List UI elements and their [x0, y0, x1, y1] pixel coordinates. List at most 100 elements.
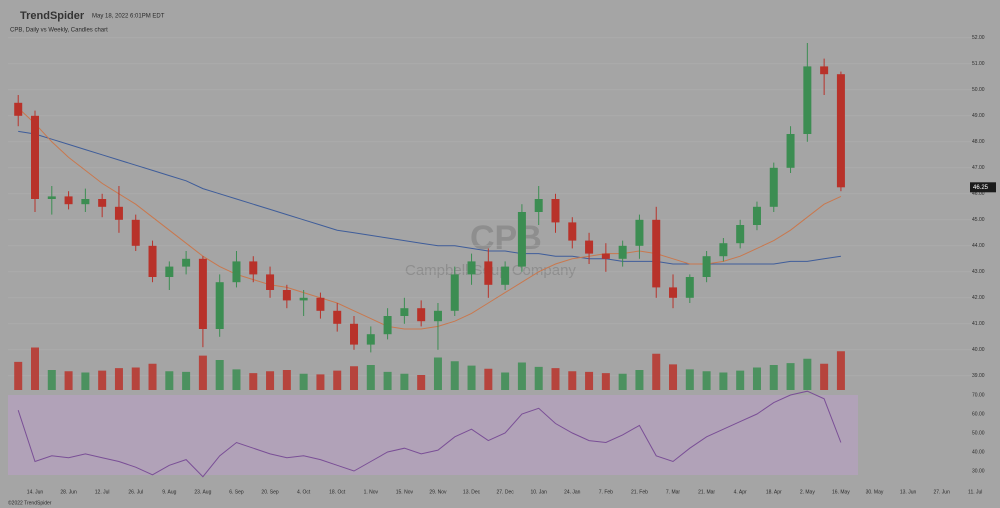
- candle-body: [249, 261, 258, 275]
- candle-body: [752, 206, 761, 225]
- y-tick-label: 70.00: [972, 392, 985, 398]
- x-tick-label: 15. Nov: [396, 489, 414, 495]
- y-tick-label: 46.00: [972, 191, 985, 197]
- x-tick-label: 11. Jul: [968, 489, 982, 495]
- candle-body: [685, 277, 694, 298]
- volume-bar: [769, 365, 778, 390]
- candle-body: [534, 199, 543, 212]
- candle-body: [501, 266, 510, 285]
- volume-bar: [820, 363, 829, 390]
- volume-bar: [501, 372, 510, 390]
- y-tick-label: 50.00: [972, 87, 985, 93]
- x-tick-label: 27. Jun: [933, 489, 950, 495]
- candle-body: [618, 245, 627, 259]
- candle-body: [266, 274, 275, 290]
- candle-body: [14, 102, 23, 116]
- volume-bar: [282, 370, 291, 390]
- candle-body: [114, 206, 123, 220]
- last-price-badge: [970, 182, 996, 193]
- candle-body: [81, 199, 90, 205]
- candle-body: [383, 316, 392, 335]
- volume-bar: [400, 373, 409, 390]
- y-tick-label: 60.00: [972, 411, 985, 417]
- y-tick-label: 40.00: [972, 347, 985, 353]
- volume-bar: [517, 362, 526, 390]
- candle-body: [165, 266, 174, 277]
- candle-body: [568, 222, 577, 241]
- candle-body: [47, 196, 56, 199]
- x-tick-label: 21. Feb: [631, 489, 648, 495]
- y-tick-label: 49.00: [972, 113, 985, 119]
- volume-bar: [98, 370, 107, 390]
- y-tick-label: 50.00: [972, 430, 985, 436]
- volume-bar: [568, 371, 577, 390]
- volume-bar: [433, 357, 442, 390]
- candle-body: [517, 212, 526, 267]
- rsi-panel: [8, 395, 858, 475]
- x-tick-label: 7. Mar: [666, 489, 681, 495]
- volume-bar: [249, 373, 258, 390]
- y-tick-label: 41.00: [972, 321, 985, 327]
- candle-body: [836, 74, 845, 188]
- volume-bar: [803, 358, 812, 390]
- candle-body: [769, 167, 778, 207]
- x-tick-label: 24. Jan: [564, 489, 581, 495]
- candle-body: [31, 115, 39, 199]
- x-tick-label: 21. Mar: [698, 489, 715, 495]
- candle-body: [702, 256, 711, 277]
- y-tick-label: 42.00: [972, 295, 985, 301]
- volume-bar: [484, 368, 493, 390]
- candle-body: [198, 258, 207, 329]
- x-tick-label: 16. May: [832, 489, 850, 495]
- candle-body: [400, 308, 409, 316]
- x-tick-label: 30. May: [866, 489, 884, 495]
- volume-bar: [366, 365, 375, 390]
- candle-body: [736, 225, 745, 244]
- candle-body: [652, 219, 661, 288]
- x-tick-label: 18. Oct: [329, 489, 346, 495]
- y-tick-label: 48.00: [972, 139, 985, 145]
- volume-bar: [534, 366, 543, 390]
- y-tick-label: 52.00: [972, 35, 985, 41]
- volume-bar: [601, 373, 610, 390]
- y-tick-label: 30.00: [972, 468, 985, 474]
- volume-bar: [836, 351, 845, 390]
- candle-body: [467, 261, 476, 275]
- candle-body: [64, 196, 73, 205]
- volume-bar: [215, 360, 224, 390]
- x-tick-label: 23. Aug: [194, 489, 211, 495]
- volume-bar: [702, 371, 711, 390]
- y-tick-label: 44.00: [972, 243, 985, 249]
- volume-bar: [719, 372, 728, 390]
- volume-bar: [551, 368, 560, 390]
- volume-bar: [467, 365, 476, 390]
- x-tick-label: 28. Jun: [60, 489, 77, 495]
- candle-body: [417, 308, 426, 322]
- volume-bar: [417, 375, 426, 390]
- x-tick-label: 13. Dec: [463, 489, 481, 495]
- y-tick-label: 39.00: [972, 373, 985, 379]
- candle-body: [366, 334, 375, 345]
- volume-bar: [786, 363, 795, 390]
- x-tick-label: 6. Sep: [229, 489, 244, 495]
- x-tick-label: 10. Jan: [530, 489, 547, 495]
- candle-body: [433, 310, 442, 322]
- candle-body: [282, 290, 291, 301]
- x-tick-label: 4. Apr: [734, 489, 747, 495]
- y-tick-label: 43.00: [972, 269, 985, 275]
- volume-bar: [652, 353, 661, 390]
- y-tick-label: 51.00: [972, 61, 985, 67]
- candle-body: [601, 253, 610, 259]
- volume-bar: [618, 373, 627, 390]
- x-tick-label: 4. Oct: [297, 489, 311, 495]
- x-tick-label: 29. Nov: [429, 489, 447, 495]
- candle-body: [299, 297, 308, 301]
- volume-bar: [685, 369, 694, 390]
- volume-bar: [81, 372, 90, 390]
- footer: ©2022 TrendSpider: [8, 499, 52, 506]
- volume-bar: [131, 367, 140, 390]
- y-tick-label: 40.00: [972, 449, 985, 455]
- timestamp: May 18, 2022 6:01PM EDT: [92, 14, 165, 20]
- candle-body: [215, 282, 224, 329]
